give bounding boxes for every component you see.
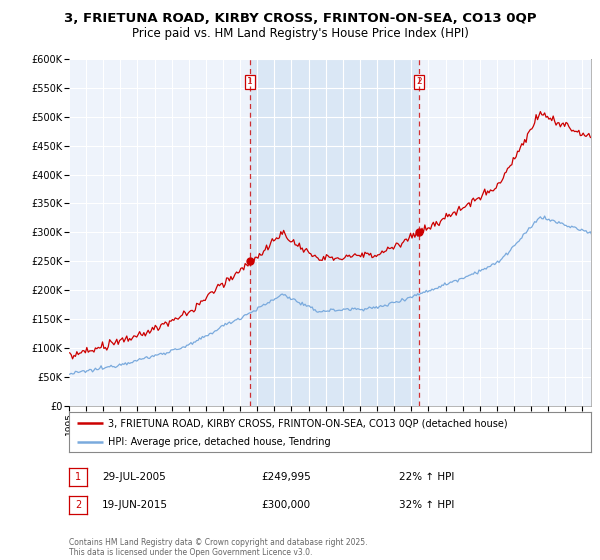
Text: HPI: Average price, detached house, Tendring: HPI: Average price, detached house, Tend…	[108, 437, 331, 447]
Text: 29-JUL-2005: 29-JUL-2005	[102, 472, 166, 482]
Text: 2: 2	[416, 77, 422, 86]
Text: 1: 1	[247, 77, 253, 86]
Text: £300,000: £300,000	[261, 500, 310, 510]
Text: 19-JUN-2015: 19-JUN-2015	[102, 500, 168, 510]
Text: Contains HM Land Registry data © Crown copyright and database right 2025.
This d: Contains HM Land Registry data © Crown c…	[69, 538, 367, 557]
Bar	[250, 59, 419, 406]
Text: 22% ↑ HPI: 22% ↑ HPI	[399, 472, 454, 482]
Text: 1: 1	[75, 472, 81, 482]
Text: 3, FRIETUNA ROAD, KIRBY CROSS, FRINTON-ON-SEA, CO13 0QP (detached house): 3, FRIETUNA ROAD, KIRBY CROSS, FRINTON-O…	[108, 418, 508, 428]
Text: 2: 2	[75, 500, 81, 510]
Text: Price paid vs. HM Land Registry's House Price Index (HPI): Price paid vs. HM Land Registry's House …	[131, 27, 469, 40]
Text: £249,995: £249,995	[261, 472, 311, 482]
Text: 3, FRIETUNA ROAD, KIRBY CROSS, FRINTON-ON-SEA, CO13 0QP: 3, FRIETUNA ROAD, KIRBY CROSS, FRINTON-O…	[64, 12, 536, 25]
Text: 32% ↑ HPI: 32% ↑ HPI	[399, 500, 454, 510]
